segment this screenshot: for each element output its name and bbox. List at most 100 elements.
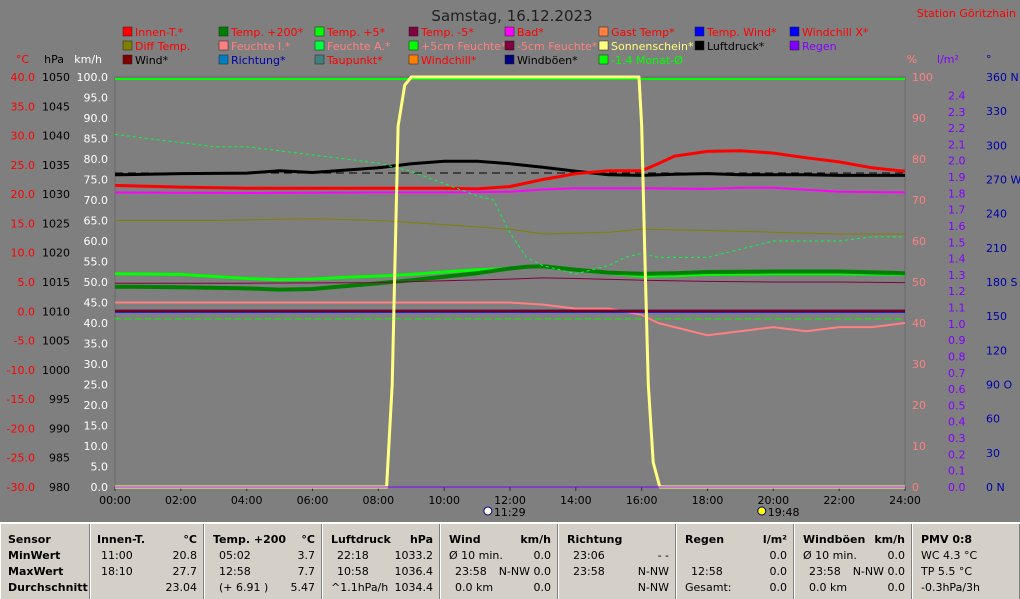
stats-regen-header: Regen: [685, 533, 724, 546]
stats-luftdruck-unit: hPa: [410, 533, 433, 546]
legend-label: Luftdruck*: [707, 40, 765, 53]
station-name: Station Göritzhain: [917, 7, 1016, 20]
right-axis-unit: °: [986, 53, 992, 66]
chart-title: Samstag, 16.12.2023: [431, 7, 592, 25]
left-axis-tick: 1040: [42, 130, 70, 143]
right-axis-tick: 10: [912, 440, 926, 453]
left-axis-tick: 1020: [42, 247, 70, 260]
legend-label: Temp. -5*: [420, 26, 474, 39]
right-axis-tick: 1.3: [948, 269, 966, 282]
right-axis-tick: 90: [912, 112, 926, 125]
stats-luftdruck-max-val: 1036.4: [395, 565, 434, 578]
right-axis-tick: 2.1: [948, 138, 966, 151]
stats-wind-r3-val: 0.0: [534, 581, 552, 594]
stats-pmv-column: PMV 0:8 WC 4.3 °C TP 5.5 °C -0.3hPa/3h: [912, 524, 1020, 599]
stats-innen-min-time: 11:00: [101, 549, 133, 562]
right-axis-tick: 40: [912, 317, 926, 330]
legend-label: Windböen*: [517, 54, 578, 67]
right-axis-tick: 2.4: [948, 89, 966, 102]
legend-label: Feuchte A.*: [327, 40, 391, 53]
stats-innen-max-time: 18:10: [101, 565, 133, 578]
legend-label: Temp. +200*: [230, 26, 304, 39]
right-axis-tick: 2.2: [948, 122, 966, 135]
stats-windboeen-header: Windböen: [803, 533, 865, 546]
right-axis-tick: 0.6: [948, 383, 966, 396]
stats-regen-r1-val: 0.0: [770, 549, 788, 562]
stats-luftdruck-min-time: 22:18: [337, 549, 369, 562]
stats-windboeen-r2-time: 23:58: [809, 565, 841, 578]
stats-richtung-column: Richtung 23:06- - 23:58 N-NW N-NW: [558, 524, 676, 599]
x-axis-tick: 10:00: [428, 494, 460, 507]
left-axis-tick: 0.0: [91, 481, 109, 494]
legend-swatch: [219, 27, 228, 36]
left-axis-tick: 65.0: [84, 215, 109, 228]
stats-luftdruck-min-val: 1033.2: [395, 549, 434, 562]
stats-pmv-r2: TP 5.5 °C: [921, 565, 972, 578]
stats-windboeen-r2-val: N-NW 0.0: [853, 565, 905, 578]
stats-avg-label: Durchschnitt: [8, 581, 88, 594]
left-axis-tick: 40.0: [11, 71, 36, 84]
legend: Innen-T.* Temp. +200* Temp. +5* Temp. -5* Ba…: [123, 26, 869, 67]
x-axis-tick: 00:00: [99, 494, 131, 507]
legend-label: Gast Temp*: [611, 26, 675, 39]
left-axis-tick: 1015: [42, 276, 70, 289]
stats-richtung-r1-time: 23:06: [573, 549, 605, 562]
stats-richtung-r2-time: 23:58: [573, 565, 605, 578]
right-axis-unit: l/m²: [937, 53, 959, 66]
legend-label: -1.4 Monat-Ø: [611, 54, 683, 67]
legend-label: -5cm Feuchte*: [517, 40, 598, 53]
right-axis-tick: 100: [912, 71, 933, 84]
sun-marker-time: 19:48: [768, 506, 800, 519]
left-axis-tick: 15.0: [11, 217, 36, 230]
stats-innen-avg: 23.04: [166, 581, 198, 594]
left-axis-tick: 10.0: [11, 247, 36, 260]
left-axis-tick: 1005: [42, 335, 70, 348]
right-axis-tick: 300: [986, 139, 1007, 152]
series-line: [115, 151, 905, 189]
right-axis-tick: 2.0: [948, 155, 966, 168]
right-axis-tick: 330: [986, 105, 1007, 118]
left-axis-tick: -10.0: [7, 364, 35, 377]
left-axis-tick: 1035: [42, 159, 70, 172]
stats-luftdruck-avg: 1034.4: [395, 581, 434, 594]
right-axis-tick: 1.0: [948, 318, 966, 331]
left-axis-tick: -15.0: [7, 393, 35, 406]
stats-temp200-max-val: 7.7: [298, 565, 316, 578]
legend-label: Regen: [802, 40, 837, 53]
left-axis-tick: -20.0: [7, 422, 35, 435]
legend-label: Richtung*: [231, 54, 286, 67]
left-axis-tick: 5.0: [91, 461, 109, 474]
stats-luftdruck-column: Luftdruck hPa 22:18 1033.2 10:58 1036.4 ^1.…: [322, 524, 440, 599]
stats-regen-unit: l/m²: [763, 533, 787, 546]
right-axis-tick: 1.5: [948, 236, 966, 249]
sunset-icon: [758, 507, 766, 515]
left-axis-tick: 95.0: [84, 92, 109, 105]
legend-swatch: [315, 55, 324, 64]
left-axis-tick: 1000: [42, 364, 70, 377]
right-axis-tick: 150: [986, 310, 1007, 323]
stats-regen-r2-val: 0.0: [770, 565, 788, 578]
left-axis-tick: 60.0: [84, 235, 109, 248]
legend-swatch: [123, 41, 132, 50]
right-axis-tick: 360 N: [986, 71, 1019, 84]
left-axis-tick: 55.0: [84, 256, 109, 269]
right-axis-tick: 1.1: [948, 302, 966, 315]
right-axis-tick: 0.7: [948, 367, 966, 380]
x-axis-tick: 06:00: [297, 494, 329, 507]
legend-label: Sonnenschein*: [611, 40, 694, 53]
right-axis-tick: 30: [986, 447, 1000, 460]
stats-windboeen-unit: km/h: [874, 533, 905, 546]
left-axis-tick: 75.0: [84, 174, 109, 187]
right-axis-tick: 50: [912, 276, 926, 289]
legend-swatch: [695, 41, 704, 50]
right-axis-tick: 1.7: [948, 204, 966, 217]
stats-pmv-r1: WC 4.3 °C: [921, 549, 977, 562]
stats-wind-r1-label: Ø 10 min.: [449, 549, 503, 562]
stats-temp200-avg: 5.47: [291, 581, 316, 594]
legend-swatch: [123, 27, 132, 36]
left-axis-tick: 20.0: [11, 188, 36, 201]
stats-richtung-r3-val: N-NW: [638, 581, 669, 594]
sun-marker-time: 11:29: [494, 506, 526, 519]
stats-sensor-column: Sensor MinWert MaxWert Durchschnitt: [0, 524, 90, 599]
left-axis-tick: 45.0: [84, 297, 109, 310]
